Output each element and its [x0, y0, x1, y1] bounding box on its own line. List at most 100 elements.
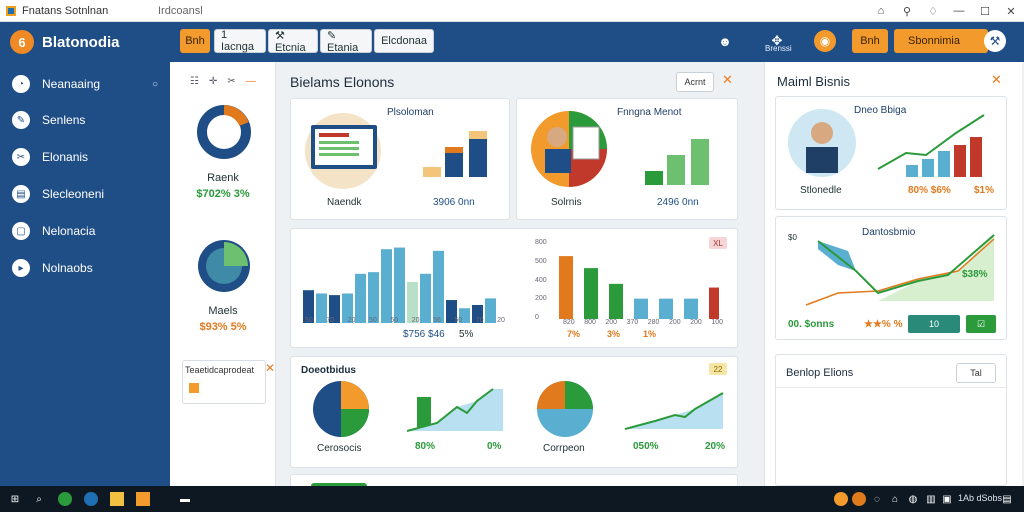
notification-icon[interactable]: ◉	[814, 30, 836, 52]
area-chart-1	[407, 388, 503, 432]
close-icon[interactable]: ✕	[991, 72, 1002, 87]
card-4[interactable]: Doeotbidus 22 Cerosocis 80% 0% Corrpeon …	[290, 356, 738, 468]
windows-start-icon[interactable]: ⊞	[10, 493, 20, 505]
right-card2-teal-button[interactable]: 10	[908, 315, 960, 333]
close-icon[interactable]: ✕	[722, 72, 733, 87]
pie2-segment	[565, 381, 593, 409]
chart-tag[interactable]: XL	[709, 237, 727, 249]
page-title: Bielams Elonons	[290, 74, 395, 90]
tools-icon[interactable]: ✂	[227, 76, 236, 87]
maximize-button[interactable]: ☐	[980, 5, 990, 18]
app-icon-orange[interactable]	[136, 492, 150, 506]
minus-icon[interactable]: —	[245, 76, 256, 87]
header-button-1[interactable]: Bnh	[180, 29, 210, 53]
person-pie-illustration	[531, 111, 607, 187]
tools-icon[interactable]: ⚒	[984, 30, 1006, 52]
document	[572, 126, 600, 160]
close-button[interactable]: ✕	[1006, 5, 1016, 18]
brand[interactable]: 6 Blatonodia	[10, 30, 120, 54]
right-card3-action[interactable]: Tal	[956, 363, 996, 383]
sidebar-item-3[interactable]: ▤ Slecleoneni	[12, 182, 162, 206]
tray-icon[interactable]: ▣	[942, 493, 952, 505]
mini-card[interactable]: Teaetidcaprodeat ✕	[182, 360, 275, 404]
line	[407, 388, 494, 432]
chart-bar	[559, 256, 573, 319]
right-card-2[interactable]: Dantosbmio $0 $38% 00. $onns ★★% % 10 ☑	[775, 216, 1007, 340]
tray-icon[interactable]	[852, 492, 866, 506]
header-button-2[interactable]: 1 Iacnga	[214, 29, 266, 53]
orange-line	[805, 238, 995, 306]
chart-bar	[355, 273, 366, 323]
header-button-4[interactable]: ✎ Etania	[320, 29, 372, 54]
folder-icon[interactable]	[110, 492, 124, 506]
right-card2-green-button[interactable]: ☑	[966, 315, 996, 333]
tick-label: 280	[647, 319, 660, 326]
chart-bar	[659, 298, 673, 319]
header-button-5[interactable]: Elcdonaa	[374, 29, 434, 53]
pin-icon[interactable]: ⚲	[902, 5, 912, 18]
chart-bar	[420, 273, 431, 323]
tick-label: 20	[497, 317, 505, 324]
home-icon[interactable]: ⌂	[877, 5, 885, 17]
screen-line	[319, 153, 359, 156]
card4-value-4: 20%	[705, 441, 726, 452]
add-icon[interactable]: ✛	[208, 76, 218, 87]
right-card2-pct: $38%	[962, 269, 988, 280]
bar	[691, 139, 709, 185]
green-line	[817, 234, 995, 295]
card4-tag[interactable]: 22	[709, 363, 727, 375]
grid-icon[interactable]: ☷	[190, 76, 199, 87]
bars-left-caption: $756 $46	[403, 329, 445, 340]
header-button-orange[interactable]: Bnh	[852, 29, 888, 53]
right-card2-title: Dantosbmio	[862, 227, 916, 238]
sidebar-item-4[interactable]: ▢ Nelonacia	[12, 219, 162, 243]
main-action-button[interactable]: Acrnt	[676, 72, 714, 92]
bar-chart-right-xticks: 820 800 200 370 280 200 200 100	[563, 319, 723, 326]
browser-icon[interactable]	[84, 492, 98, 506]
settings-icon[interactable]: ✥	[771, 33, 783, 48]
right-chart-1	[877, 114, 985, 177]
main-area: Bielams Elonons Acrnt ✕ Plsoloman Naendk…	[276, 62, 762, 489]
right-card1-title: Dneo Bbiga	[854, 105, 907, 116]
tick-label: 20	[347, 317, 356, 324]
sidebar-item-5[interactable]: ▸ Nolnaobs	[12, 256, 162, 280]
right-chart-2	[805, 234, 995, 306]
notification-icon[interactable]: ▤	[1002, 493, 1012, 505]
card-2[interactable]: Fnngna Menot Solrnis 2496 0nn	[516, 98, 738, 220]
chart-bar	[485, 298, 496, 323]
close-icon[interactable]: ✕	[264, 361, 275, 375]
bar-chart-right	[559, 256, 719, 319]
header-button-3[interactable]: ⚒ Etcnia	[268, 29, 318, 54]
card-3[interactable]: 50 70 20 50 50 20 56 50 70 20 $756 $46 5…	[290, 228, 738, 348]
user-icon[interactable]: ☻	[718, 33, 732, 49]
primary-action-button[interactable]: Sbonnimia	[894, 29, 988, 53]
app-icon-small[interactable]: ▬	[180, 493, 190, 505]
network-icon[interactable]: ⌂	[891, 493, 899, 505]
monitor-illustration	[305, 113, 381, 189]
bell-icon[interactable]: ♢	[928, 5, 938, 18]
search-icon[interactable]: ⌕	[36, 493, 42, 505]
tray-icon[interactable]: ◌	[874, 493, 880, 505]
volume-icon[interactable]: ◍	[908, 493, 918, 505]
chart-bar	[709, 287, 719, 319]
sidebar-item-2[interactable]: ✂ Elonanis	[12, 145, 162, 169]
sidebar-item-0[interactable]: ◔ Neanaaing ○	[12, 72, 162, 96]
minimize-button[interactable]: —	[953, 5, 965, 17]
chart-bar	[329, 295, 340, 323]
tab-title[interactable]: Irdcoansl	[158, 4, 203, 17]
stats-column: ☷ ✛ ✂ — Raenk $702% 3% Maels $93% 5% Tea…	[170, 62, 276, 486]
taskbar-clock[interactable]: 1Ab dSobs	[958, 493, 1003, 503]
card-1[interactable]: Plsoloman Naendk 3906 0nn	[290, 98, 510, 220]
sidebar-item-1[interactable]: ✎ Senlens	[12, 108, 162, 132]
chart-bar	[684, 298, 698, 319]
battery-icon[interactable]: ▥	[926, 493, 936, 505]
app-icon-green[interactable]	[58, 492, 72, 506]
right-card-1[interactable]: Dneo Bbiga Stlonedle 80% $6% $1%	[775, 96, 1007, 210]
chart-bar	[446, 300, 457, 323]
bar	[954, 145, 966, 177]
trend-line	[877, 114, 985, 170]
right-card-3[interactable]: Benlop Elions Tal	[775, 354, 1007, 486]
sidebar-item-label: Neanaaing	[42, 77, 101, 91]
tray-icon[interactable]	[834, 492, 848, 506]
brand-name: Blatonodia	[42, 33, 120, 51]
